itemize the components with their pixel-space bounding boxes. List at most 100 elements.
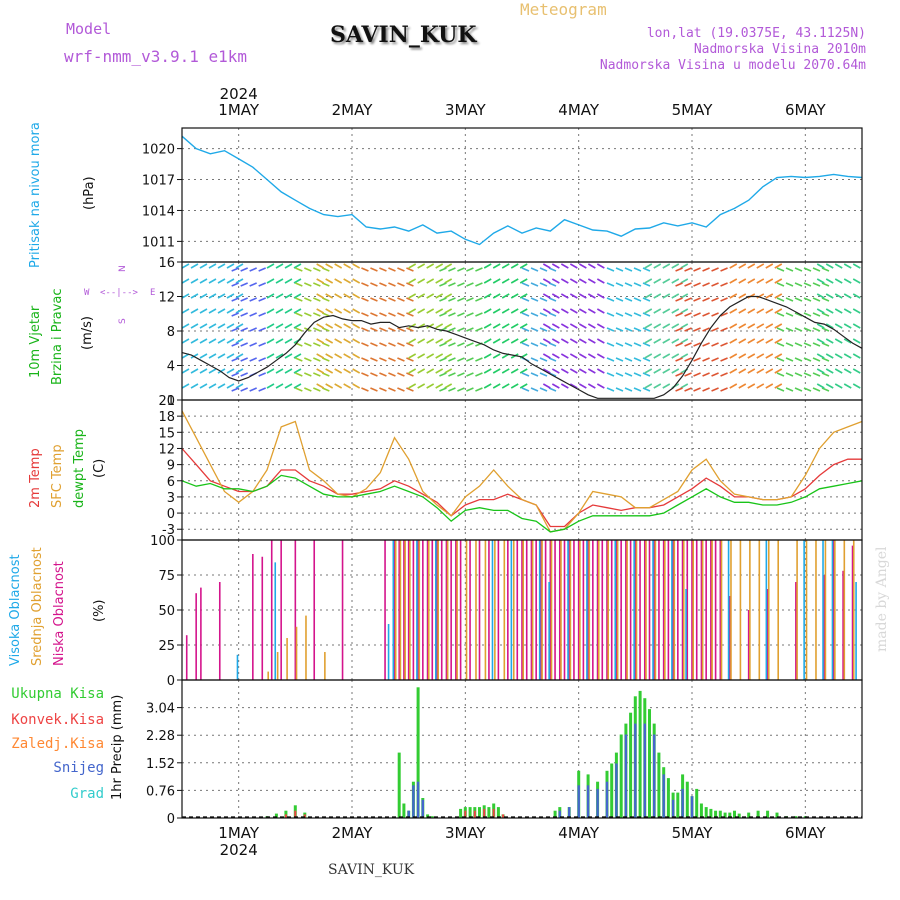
wind-arrow [548, 357, 557, 362]
wind-arrow [693, 357, 701, 362]
wind-arrow [475, 372, 483, 377]
wind-arrow [322, 312, 330, 317]
wind-arrow [521, 267, 530, 272]
wind-arrow [729, 383, 738, 389]
wind-arrow [680, 383, 689, 389]
wind-arrow [313, 357, 321, 362]
wind-arrow [560, 308, 569, 314]
wind-arrow [633, 357, 642, 362]
wind-arrow [785, 282, 794, 287]
wind-arrow [653, 263, 662, 269]
wind-arrow [322, 267, 330, 272]
wind-arrow [825, 383, 834, 389]
wind-arrow [521, 282, 530, 287]
wind-arrow [711, 372, 719, 377]
wind-arrow [729, 323, 738, 329]
wind-arrow [258, 267, 266, 272]
wind-arrow [510, 323, 519, 329]
precip-bar [553, 810, 557, 818]
wind-arrow [325, 353, 334, 359]
wind-arrow [199, 293, 208, 299]
wind-arrow [295, 327, 303, 332]
wind-arrow [606, 312, 615, 317]
wind-arrow [361, 312, 369, 317]
wind-arrow [785, 372, 794, 377]
wind-arrow [615, 267, 624, 272]
y-tick-label: 2.28 [146, 729, 175, 744]
wind-arrow [226, 353, 235, 359]
wind-arrow [729, 308, 738, 314]
precip-bar [690, 796, 694, 818]
wind-arrow [510, 383, 519, 389]
wind-arrow [182, 383, 190, 389]
wind-arrow [642, 267, 651, 272]
wind-arrow [284, 368, 293, 374]
wind-arrow [397, 387, 405, 392]
wind-arrow [816, 278, 825, 284]
wind-arrow [671, 338, 680, 344]
wind-arrow [304, 312, 312, 317]
wind-arrow [834, 263, 843, 269]
wind-arrow [370, 342, 378, 347]
wind-arrow [435, 338, 444, 344]
wind-arrow [519, 293, 528, 299]
wind-arrow [675, 387, 683, 392]
wind-arrow [711, 267, 719, 272]
wind-arrow [435, 353, 444, 359]
wind-arrow [235, 293, 244, 299]
y-tick-label: -3 [162, 523, 175, 538]
wind-arrow [388, 372, 396, 377]
wind-arrow [542, 263, 551, 269]
top-date-label: 5MAY [672, 101, 714, 119]
wind-arrow [304, 342, 312, 347]
precip-bar [619, 734, 623, 818]
wind-arrow [275, 383, 284, 389]
wind-arrow [316, 368, 325, 374]
wind-arrow [720, 357, 728, 362]
wind-arrow [756, 293, 765, 299]
wind-arrow [834, 353, 843, 359]
precip-bar [416, 781, 420, 818]
wind-arrow [843, 308, 852, 314]
precip-bar [685, 781, 689, 818]
wind-arrow [587, 278, 596, 284]
wind-arrow [834, 308, 843, 314]
wind-arrow [521, 387, 530, 392]
wind-arrow [370, 387, 378, 392]
wind-arrow [530, 282, 539, 287]
wind-arrow [615, 327, 624, 332]
model-altitude-text: Nadmorska Visina u modelu 2070.64m [599, 58, 866, 73]
wind-arrow [624, 357, 633, 362]
wind-arrow [408, 293, 417, 299]
wind-arrow [774, 383, 783, 389]
coords-text: lon,lat (19.0375E, 43.1125N) [646, 26, 866, 41]
wind-arrow [738, 338, 747, 344]
wind-arrow [852, 383, 861, 389]
wind-arrow [803, 387, 812, 392]
wind-arrow [852, 368, 861, 374]
wind-arrow [510, 338, 519, 344]
wind-arrow [208, 263, 217, 269]
wind-arrow [843, 353, 852, 359]
wind-arrow [551, 263, 560, 269]
wind-arrow [361, 342, 369, 347]
wind-arrow [322, 342, 330, 347]
wind-arrow [542, 368, 551, 374]
wind-arrow [644, 293, 653, 299]
wind-arrow [501, 308, 510, 314]
wind-arrow [325, 308, 334, 314]
wind-arrow [644, 263, 653, 269]
wind-arrow [785, 387, 794, 392]
wind-arrow [435, 323, 444, 329]
wind-arrow [825, 308, 834, 314]
wind-arrow [852, 323, 861, 329]
wind-arrow [821, 267, 830, 272]
wind-arrow [226, 278, 235, 284]
wind-arrow [313, 342, 321, 347]
wind-arrow [501, 383, 510, 389]
wind-arrow [747, 353, 756, 359]
wind-arrow [406, 297, 414, 302]
wind-arrow [313, 312, 321, 317]
wind-arrow [675, 267, 683, 272]
wind-arrow [361, 387, 369, 392]
